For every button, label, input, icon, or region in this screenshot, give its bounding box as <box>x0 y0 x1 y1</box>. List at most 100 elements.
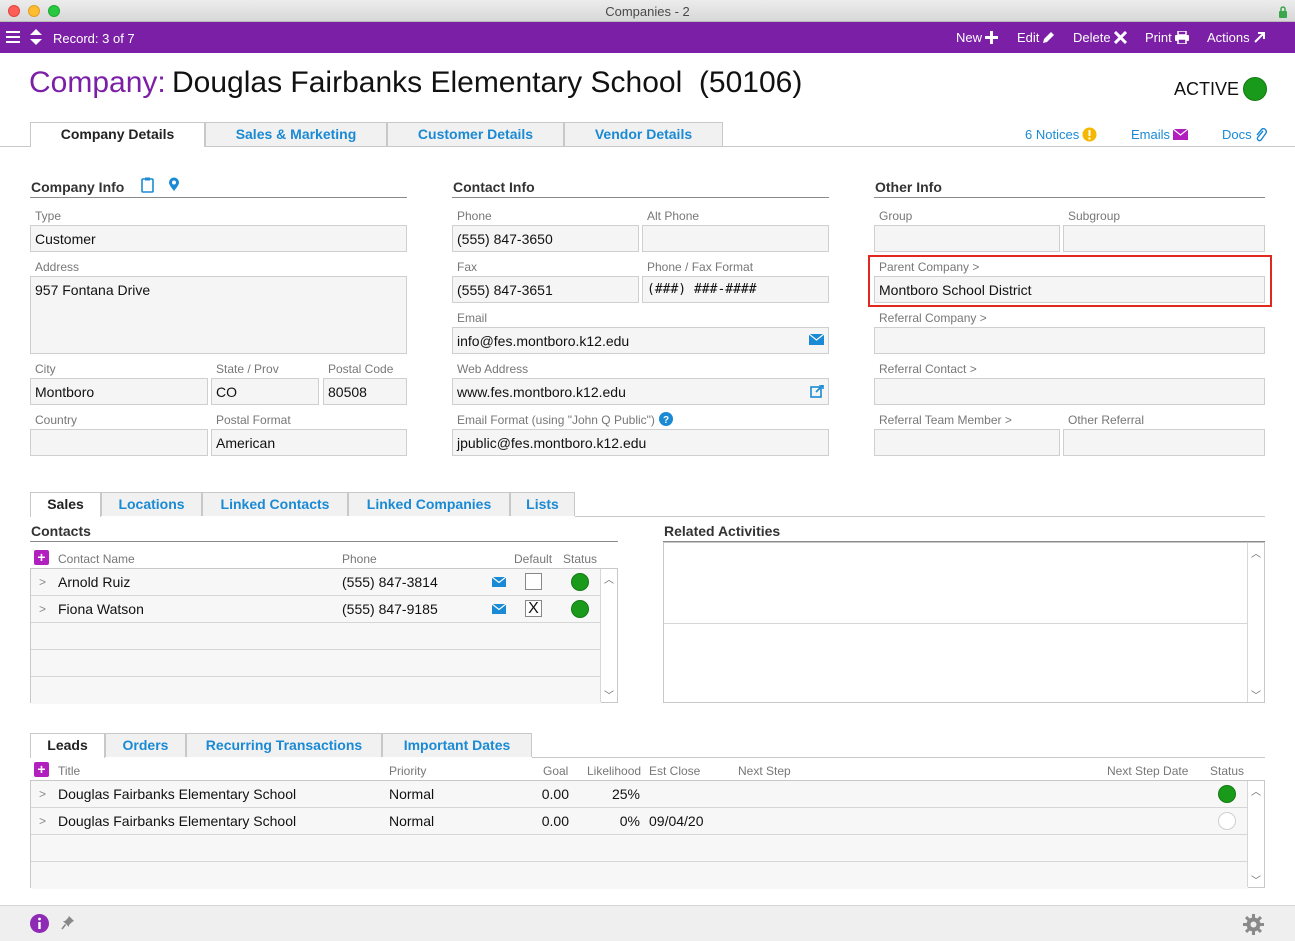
printer-icon <box>1174 31 1189 44</box>
col-next-step: Next Step <box>738 764 791 778</box>
status-indicator <box>1243 77 1267 101</box>
help-icon[interactable]: ? <box>659 412 673 429</box>
default-checkbox[interactable]: X <box>525 600 542 617</box>
add-lead-button[interactable]: + <box>34 762 49 777</box>
open-link-icon[interactable] <box>810 385 824 398</box>
country-field[interactable] <box>30 429 208 456</box>
tab-divider <box>575 516 1265 517</box>
alt-phone-field[interactable] <box>642 225 829 252</box>
section-divider <box>452 197 829 198</box>
referral-contact-field[interactable] <box>874 378 1265 405</box>
group-label: Group <box>879 209 913 223</box>
email-field[interactable]: info@fes.montboro.k12.edu <box>452 327 829 354</box>
expand-chevron-icon[interactable]: > <box>39 602 47 616</box>
actions-label: Actions <box>1207 30 1250 45</box>
postal-code-field[interactable]: 80508 <box>323 378 407 405</box>
lead-title: Douglas Fairbanks Elementary School <box>58 813 297 829</box>
envelope-icon[interactable] <box>492 577 506 587</box>
parent-company-label[interactable]: Parent Company > <box>879 260 980 274</box>
add-contact-button[interactable]: + <box>34 550 49 565</box>
gear-icon[interactable] <box>1243 914 1264 938</box>
edit-button[interactable]: Edit <box>1017 30 1055 45</box>
country-label: Country <box>35 413 78 427</box>
state-field[interactable]: CO <box>211 378 319 405</box>
group-field[interactable] <box>874 225 1060 252</box>
minimize-window-button[interactable] <box>28 5 40 17</box>
docs-label: Docs <box>1222 127 1252 142</box>
zoom-window-button[interactable] <box>48 5 60 17</box>
fax-field[interactable]: (555) 847-3651 <box>452 276 639 303</box>
tab-recurring-transactions[interactable]: Recurring Transactions <box>186 733 382 757</box>
referral-company-label[interactable]: Referral Company > <box>879 311 987 325</box>
tab-sales[interactable]: Sales <box>30 492 101 517</box>
tab-customer-details[interactable]: Customer Details <box>387 122 564 146</box>
map-pin-icon[interactable] <box>168 177 180 195</box>
table-row <box>31 862 1248 889</box>
scroll-up-icon[interactable]: ︿ <box>1251 549 1261 560</box>
expand-chevron-icon[interactable]: > <box>39 787 47 801</box>
info-icon[interactable] <box>30 914 49 936</box>
address-field[interactable]: 957 Fontana Drive <box>30 276 407 354</box>
table-row <box>31 623 601 650</box>
type-field[interactable]: Customer <box>30 225 407 252</box>
tab-leads[interactable]: Leads <box>30 733 105 758</box>
notices-link[interactable]: 6 Notices <box>1025 127 1097 142</box>
tab-company-details[interactable]: Company Details <box>30 122 205 147</box>
other-referral-field[interactable] <box>1063 429 1265 456</box>
scrollbar[interactable]: ︿ ﹀ <box>1247 543 1264 702</box>
external-arrow-icon <box>1253 32 1265 43</box>
postal-format-field[interactable]: American <box>211 429 407 456</box>
postal-code-label: Postal Code <box>328 362 394 376</box>
subgroup-field[interactable] <box>1063 225 1265 252</box>
scroll-down-icon[interactable]: ﹀ <box>1251 691 1261 702</box>
scrollbar[interactable]: ︿ ﹀ <box>1247 781 1264 887</box>
referral-team-label[interactable]: Referral Team Member > <box>879 413 1012 427</box>
web-address-field[interactable]: www.fes.montboro.k12.edu <box>452 378 829 405</box>
clipboard-icon[interactable] <box>141 177 154 196</box>
docs-link[interactable]: Docs <box>1222 127 1267 142</box>
parent-company-field[interactable]: Montboro School District <box>874 276 1265 303</box>
referral-company-field[interactable] <box>874 327 1265 354</box>
table-row[interactable]: > Fiona Watson (555) 847-9185 X <box>31 596 601 623</box>
close-window-button[interactable] <box>8 5 20 17</box>
print-button[interactable]: Print <box>1145 30 1189 45</box>
table-row[interactable]: > Arnold Ruiz (555) 847-3814 <box>31 569 601 596</box>
actions-button[interactable]: Actions <box>1207 30 1266 45</box>
delete-button[interactable]: Delete <box>1073 30 1127 45</box>
postal-format-label: Postal Format <box>216 413 291 427</box>
tab-linked-companies[interactable]: Linked Companies <box>348 492 510 516</box>
new-button[interactable]: New <box>956 30 999 45</box>
email-label: Email <box>457 311 488 325</box>
phone-format-field[interactable]: (###) ###-#### <box>642 276 829 303</box>
phone-field[interactable]: (555) 847-3650 <box>452 225 639 252</box>
envelope-icon[interactable] <box>492 604 506 614</box>
tab-vendor-details[interactable]: Vendor Details <box>564 122 723 146</box>
table-row[interactable]: > Douglas Fairbanks Elementary School No… <box>31 808 1248 835</box>
tab-orders[interactable]: Orders <box>105 733 186 757</box>
default-checkbox[interactable] <box>525 573 542 590</box>
expand-chevron-icon[interactable]: > <box>39 814 47 828</box>
scroll-down-icon[interactable]: ﹀ <box>1251 876 1261 887</box>
tab-lists[interactable]: Lists <box>510 492 575 516</box>
city-field[interactable]: Montboro <box>30 378 208 405</box>
referral-team-field[interactable] <box>874 429 1060 456</box>
table-row[interactable]: > Douglas Fairbanks Elementary School No… <box>31 781 1248 808</box>
scroll-down-icon[interactable]: ﹀ <box>604 691 614 702</box>
referral-contact-label[interactable]: Referral Contact > <box>879 362 977 376</box>
scrollbar[interactable]: ︿ ﹀ <box>600 569 617 702</box>
tab-locations[interactable]: Locations <box>101 492 202 516</box>
scroll-up-icon[interactable]: ︿ <box>1251 787 1261 798</box>
expand-chevron-icon[interactable]: > <box>39 575 47 589</box>
emails-link[interactable]: Emails <box>1131 127 1189 142</box>
hamburger-icon[interactable] <box>6 30 20 47</box>
envelope-icon[interactable] <box>809 334 824 345</box>
pin-icon[interactable] <box>61 915 75 933</box>
record-arrows-icon[interactable] <box>29 28 43 49</box>
tab-sales-marketing[interactable]: Sales & Marketing <box>205 122 387 146</box>
col-default: Default <box>514 552 553 566</box>
tab-important-dates[interactable]: Important Dates <box>382 733 532 757</box>
email-format-field[interactable]: jpublic@fes.montboro.k12.edu <box>452 429 829 456</box>
scroll-up-icon[interactable]: ︿ <box>604 575 614 586</box>
tab-linked-contacts[interactable]: Linked Contacts <box>202 492 348 516</box>
tab-divider <box>205 146 1295 147</box>
